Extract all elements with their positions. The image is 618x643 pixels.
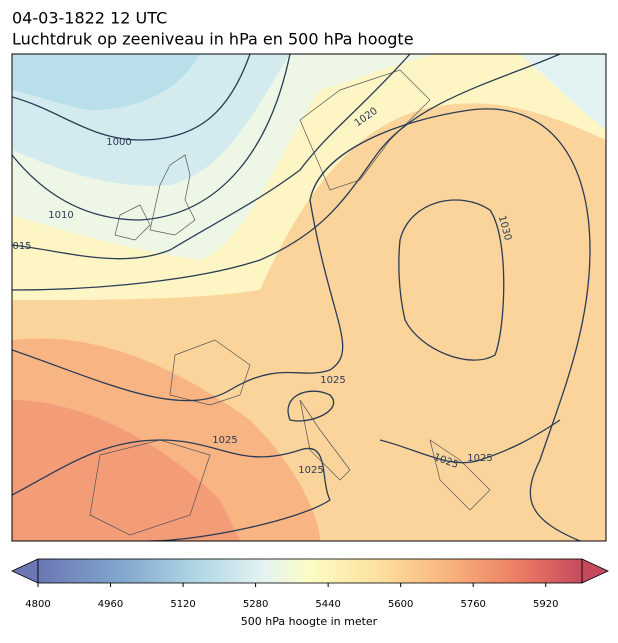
isobar-label: 1025 (212, 435, 237, 446)
coastlines (89, 69, 491, 536)
title: 04-03-1822 12 UTC (12, 9, 167, 28)
colorbar-tick-label: 5760 (460, 599, 485, 610)
isobar-label: 1000 (106, 137, 131, 148)
colorbar-tick-label: 5440 (315, 599, 340, 610)
colorbar-label: 500 hPa hoogte in meter (241, 615, 378, 628)
map-frame (11, 53, 607, 542)
colorbar-tick-label: 5280 (243, 599, 268, 610)
isobar (12, 54, 291, 221)
field-blue-dark (12, 54, 200, 110)
isobar (12, 439, 331, 541)
isobar (12, 54, 251, 141)
isobar (398, 199, 505, 361)
field-ne (520, 54, 606, 130)
isobar-label: 1025 (298, 465, 323, 476)
map: 1000 1010 015 1020 1030 1025 1025 1025 1… (12, 54, 606, 541)
colorbar-extend-min (11, 558, 39, 584)
colorbar-tick-label: 4960 (98, 599, 123, 610)
isobar-label: 1025 (467, 453, 492, 464)
isobar-label: 015 (12, 241, 31, 252)
isobar-label: 1025 (320, 375, 345, 386)
colorbar-tick-label: 5600 (388, 599, 413, 610)
colorbar-tick-label: 5920 (533, 599, 558, 610)
colorbar-tick-label: 5120 (170, 599, 195, 610)
isobar (12, 54, 411, 260)
colorbar-scale (37, 558, 583, 584)
colorbar: 4800 4960 5120 5280 5440 5600 5760 5920 (11, 558, 609, 610)
colorbar-extend-max (581, 558, 609, 584)
isobar (12, 54, 561, 291)
subtitle: Luchtdruk op zeeniveau in hPa en 500 hPa… (12, 30, 414, 49)
isobar (287, 390, 334, 422)
field-red (12, 400, 240, 541)
isobar (12, 108, 591, 541)
isobar-label: 1010 (48, 210, 73, 221)
colorbar-tick-label: 4800 (25, 599, 50, 610)
isobar (379, 419, 561, 464)
